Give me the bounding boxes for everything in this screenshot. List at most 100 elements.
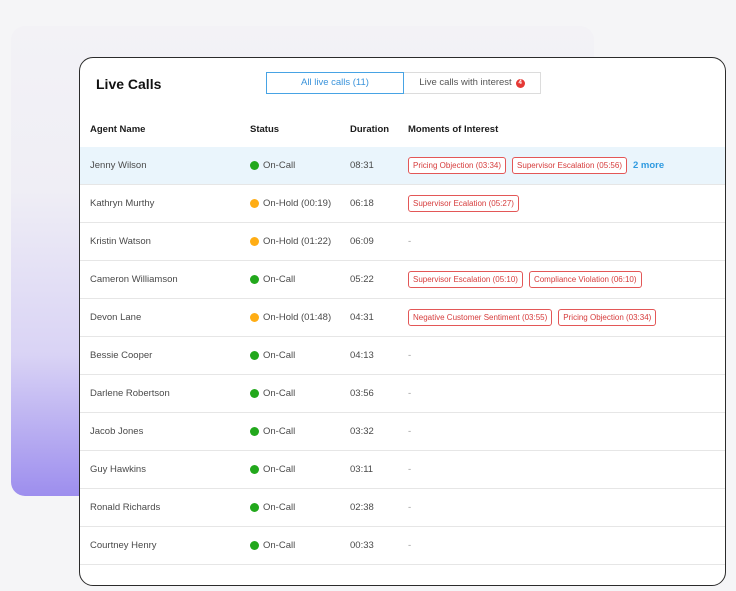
moments-of-interest: - — [408, 527, 411, 564]
on-hold-status-dot-icon — [250, 313, 259, 322]
on-hold-status-dot-icon — [250, 199, 259, 208]
column-header-agent: Agent Name — [90, 124, 146, 135]
tab-label: All live calls (11) — [301, 77, 369, 88]
agent-name: Jenny Wilson — [90, 160, 147, 171]
moments-of-interest: - — [408, 413, 411, 450]
agent-name: Jacob Jones — [90, 426, 144, 437]
call-status: On-Call — [250, 527, 295, 564]
status-label: On-Hold (01:22) — [263, 236, 332, 247]
calls-table-body: Jenny Wilson On-Call 08:31 Pricing Objectio… — [80, 147, 725, 565]
on-call-status-dot-icon — [250, 503, 259, 512]
table-row[interactable]: Kristin Watson On-Hold (01:22) 06:09 - — [80, 223, 725, 261]
moment-tag[interactable]: Supervisor Escalation (05:56) — [512, 157, 627, 174]
call-status: On-Call — [250, 261, 295, 298]
on-call-status-dot-icon — [250, 351, 259, 360]
empty-moments-dash: - — [408, 426, 412, 437]
empty-moments-dash: - — [408, 540, 412, 551]
call-duration: 00:33 — [350, 540, 374, 551]
on-call-status-dot-icon — [250, 427, 259, 436]
agent-name: Courtney Henry — [90, 540, 157, 551]
call-status: On-Hold (01:48) — [250, 299, 331, 336]
agent-name: Bessie Cooper — [90, 350, 153, 361]
moments-of-interest: Pricing Objection (03:34) Supervisor Esca… — [408, 147, 664, 184]
on-hold-status-dot-icon — [250, 237, 259, 246]
call-duration: 06:09 — [350, 236, 374, 247]
moments-of-interest: Supervisor Ecalation (05:27) — [408, 185, 519, 222]
empty-moments-dash: - — [408, 388, 412, 399]
table-row[interactable]: Bessie Cooper On-Call 04:13 - — [80, 337, 725, 375]
column-header-duration: Duration — [350, 124, 390, 135]
table-row[interactable]: Cameron Williamson On-Call 05:22 Supervisor… — [80, 261, 725, 299]
table-row[interactable]: Jacob Jones On-Call 03:32 - — [80, 413, 725, 451]
on-call-status-dot-icon — [250, 275, 259, 284]
moments-of-interest: - — [408, 489, 411, 526]
tab-label: Live calls with interest — [419, 77, 512, 88]
status-label: On-Hold (00:19) — [263, 198, 332, 209]
live-calls-panel: Live Calls All live calls (11) Live call… — [79, 57, 726, 586]
moment-tag[interactable]: Supervisor Ecalation (05:27) — [408, 195, 519, 212]
agent-name: Darlene Robertson — [90, 388, 170, 399]
table-row[interactable]: Devon Lane On-Hold (01:48) 04:31 Negative C… — [80, 299, 725, 337]
agent-name: Cameron Williamson — [90, 274, 178, 285]
agent-name: Guy Hawkins — [90, 464, 146, 475]
table-row[interactable]: Jenny Wilson On-Call 08:31 Pricing Objectio… — [80, 147, 725, 185]
empty-moments-dash: - — [408, 464, 412, 475]
moments-of-interest: Negative Customer Sentiment (03:55) Prici… — [408, 299, 657, 336]
moments-of-interest: - — [408, 223, 411, 260]
agent-name: Kathryn Murthy — [90, 198, 155, 209]
call-status: On-Call — [250, 337, 295, 374]
table-row[interactable]: Courtney Henry On-Call 00:33 - — [80, 527, 725, 565]
call-status: On-Hold (00:19) — [250, 185, 331, 222]
agent-name: Ronald Richards — [90, 502, 161, 513]
empty-moments-dash: - — [408, 350, 412, 361]
call-filter-tabs: All live calls (11) Live calls with inte… — [266, 72, 541, 94]
status-label: On-Call — [263, 426, 296, 437]
tab-all-live-calls[interactable]: All live calls (11) — [266, 72, 404, 94]
empty-moments-dash: - — [408, 236, 412, 247]
on-call-status-dot-icon — [250, 389, 259, 398]
status-label: On-Hold (01:48) — [263, 312, 332, 323]
agent-name: Kristin Watson — [90, 236, 151, 247]
moment-tag[interactable]: Compliance Violation (06:10) — [528, 271, 642, 288]
more-moments-link[interactable]: 2 more — [633, 160, 665, 171]
moment-tag[interactable]: Supervisor Escalation (05:10) — [408, 271, 523, 288]
call-duration: 03:32 — [350, 426, 374, 437]
tab-live-calls-with-interest[interactable]: Live calls with interest 4 — [404, 72, 541, 94]
call-duration: 03:56 — [350, 388, 374, 399]
moments-of-interest: - — [408, 375, 411, 412]
on-call-status-dot-icon — [250, 465, 259, 474]
moment-tag[interactable]: Negative Customer Sentiment (03:55) — [408, 309, 553, 326]
status-label: On-Call — [263, 540, 296, 551]
status-label: On-Call — [263, 350, 296, 361]
table-row[interactable]: Guy Hawkins On-Call 03:11 - — [80, 451, 725, 489]
call-status: On-Hold (01:22) — [250, 223, 331, 260]
on-call-status-dot-icon — [250, 161, 259, 170]
column-header-status: Status — [250, 124, 280, 135]
on-call-status-dot-icon — [250, 541, 259, 550]
moments-of-interest: Supervisor Escalation (05:10) Compliance … — [408, 261, 642, 298]
moments-of-interest: - — [408, 337, 411, 374]
call-duration: 02:38 — [350, 502, 374, 513]
interest-count-badge: 4 — [515, 78, 525, 88]
column-header-moments: Moments of Interest — [408, 124, 499, 135]
table-row[interactable]: Ronald Richards On-Call 02:38 - — [80, 489, 725, 527]
call-status: On-Call — [250, 451, 295, 488]
call-duration: 05:22 — [350, 274, 374, 285]
moments-of-interest: - — [408, 451, 411, 488]
call-status: On-Call — [250, 413, 295, 450]
status-label: On-Call — [263, 464, 296, 475]
call-status: On-Call — [250, 375, 295, 412]
table-row[interactable]: Darlene Robertson On-Call 03:56 - — [80, 375, 725, 413]
table-row[interactable]: Kathryn Murthy On-Hold (00:19) 06:18 Superv… — [80, 185, 725, 223]
status-label: On-Call — [263, 388, 296, 399]
empty-moments-dash: - — [408, 502, 412, 513]
moment-tag[interactable]: Pricing Objection (03:34) — [408, 157, 507, 174]
call-status: On-Call — [250, 147, 295, 184]
moment-tag[interactable]: Pricing Objection (03:34) — [558, 309, 657, 326]
status-label: On-Call — [263, 274, 296, 285]
call-duration: 04:13 — [350, 350, 374, 361]
status-label: On-Call — [263, 160, 296, 171]
table-header: Agent Name Status Duration Moments of In… — [80, 110, 725, 148]
call-duration: 03:11 — [350, 464, 374, 475]
call-status: On-Call — [250, 489, 295, 526]
